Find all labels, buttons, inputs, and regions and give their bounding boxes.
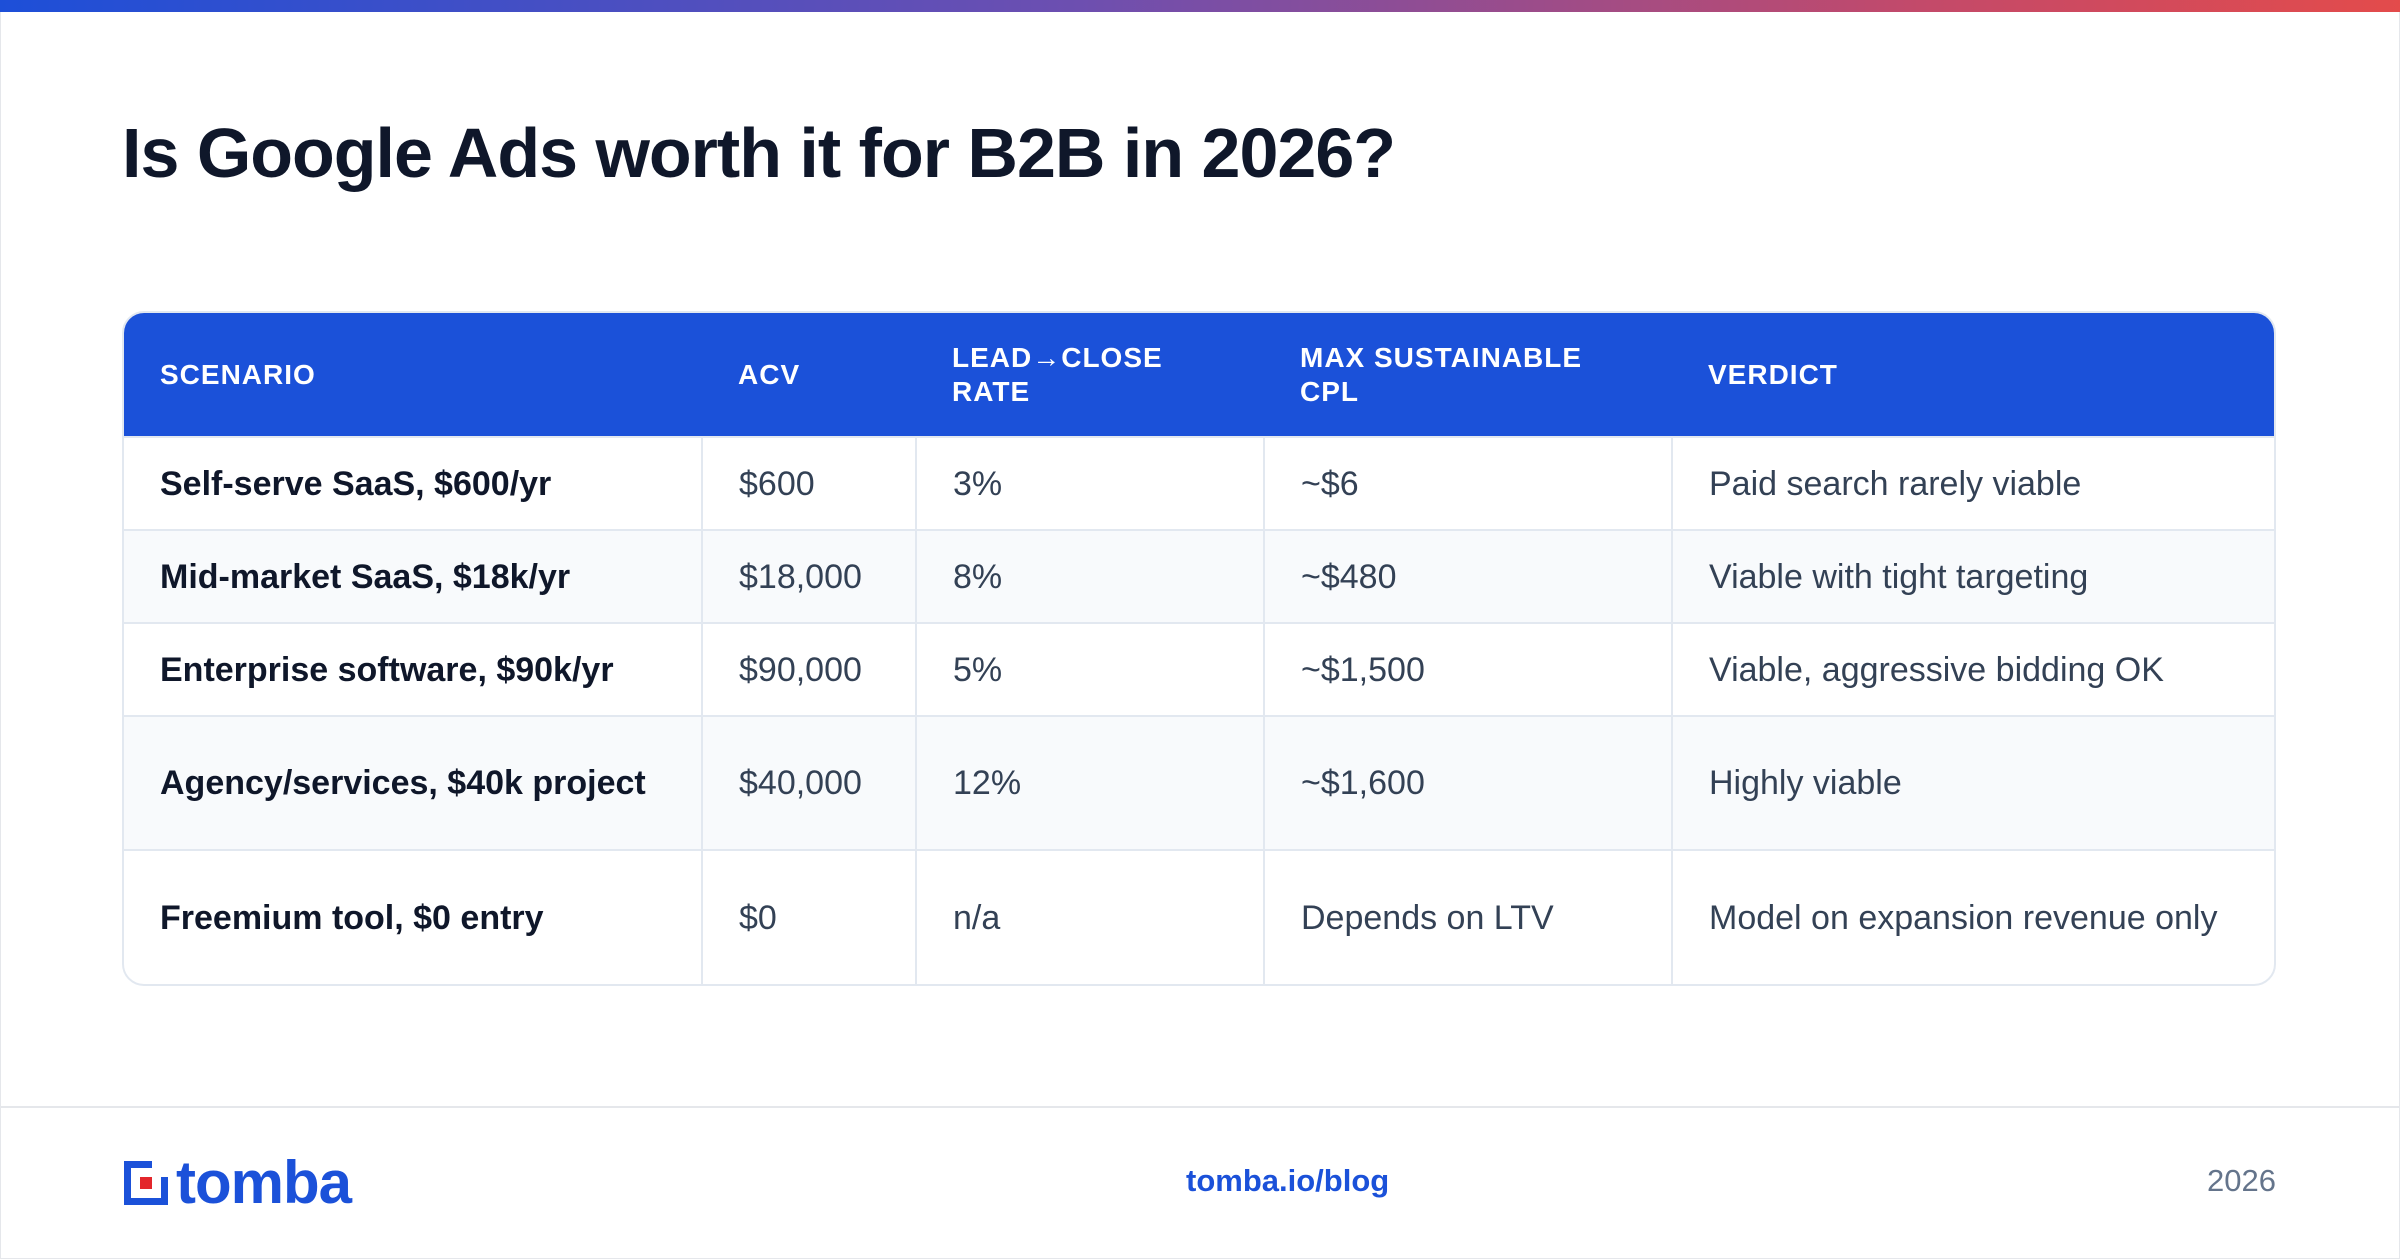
cell-verdict: Highly viable xyxy=(1672,715,2274,850)
comparison-table-card: SCENARIO ACV LEAD→CLOSE RATE MAX SUSTAIN… xyxy=(122,311,2276,986)
blog-link[interactable]: tomba.io/blog xyxy=(1186,1163,1390,1198)
logo-wordmark: tomba xyxy=(176,1149,352,1216)
footer-divider xyxy=(0,1106,2400,1108)
cell-max-cpl: ~$480 xyxy=(1264,529,1673,623)
page-title: Is Google Ads worth it for B2B in 2026? xyxy=(122,114,1396,192)
table-row: Agency/services, $40k project $40,000 12… xyxy=(124,715,2274,850)
header-acv: ACV xyxy=(738,358,801,390)
cell-max-cpl: ~$6 xyxy=(1264,436,1673,530)
cell-scenario: Self-serve SaaS, $600/yr xyxy=(124,436,703,530)
cell-acv: $18,000 xyxy=(702,529,917,623)
cell-max-cpl: Depends on LTV xyxy=(1264,849,1673,984)
tomba-logo[interactable]: tomba xyxy=(122,1149,352,1216)
cell-max-cpl: ~$1,500 xyxy=(1264,622,1673,716)
cell-close-rate: n/a xyxy=(916,849,1265,984)
tomba-logo-icon xyxy=(124,1161,168,1205)
cell-acv: $0 xyxy=(702,849,917,984)
header-max-cpl: MAX SUSTAINABLE CPL xyxy=(1300,341,1583,407)
cell-verdict: Paid search rarely viable xyxy=(1672,436,2274,530)
cell-max-cpl: ~$1,600 xyxy=(1264,715,1673,850)
cell-verdict: Viable, aggressive bidding OK xyxy=(1672,622,2274,716)
header-close-rate: LEAD→CLOSE RATE xyxy=(952,341,1163,407)
table-row: Self-serve SaaS, $600/yr $600 3% ~$6 Pai… xyxy=(124,436,2274,530)
cell-scenario: Freemium tool, $0 entry xyxy=(124,849,703,984)
cell-verdict: Viable with tight targeting xyxy=(1672,529,2274,623)
header-scenario: SCENARIO xyxy=(160,358,316,390)
table-row: Mid-market SaaS, $18k/yr $18,000 8% ~$48… xyxy=(124,529,2274,623)
cell-acv: $40,000 xyxy=(702,715,917,850)
top-gradient-bar xyxy=(0,0,2400,12)
header-verdict: VERDICT xyxy=(1708,358,1838,390)
cell-close-rate: 8% xyxy=(916,529,1265,623)
table-row: Enterprise software, $90k/yr $90,000 5% … xyxy=(124,622,2274,716)
footer-year: 2026 xyxy=(2207,1163,2276,1198)
cell-acv: $90,000 xyxy=(702,622,917,716)
cell-acv: $600 xyxy=(702,436,917,530)
cell-scenario: Enterprise software, $90k/yr xyxy=(124,622,703,716)
table-row: Freemium tool, $0 entry $0 n/a Depends o… xyxy=(124,849,2274,984)
cell-scenario: Mid-market SaaS, $18k/yr xyxy=(124,529,703,623)
cell-close-rate: 3% xyxy=(916,436,1265,530)
cell-scenario: Agency/services, $40k project xyxy=(124,715,703,850)
cell-verdict: Model on expansion revenue only xyxy=(1672,849,2274,984)
comparison-table: SCENARIO ACV LEAD→CLOSE RATE MAX SUSTAIN… xyxy=(124,313,2274,984)
table-header-row: SCENARIO ACV LEAD→CLOSE RATE MAX SUSTAIN… xyxy=(124,313,2274,437)
cell-close-rate: 5% xyxy=(916,622,1265,716)
cell-close-rate: 12% xyxy=(916,715,1265,850)
